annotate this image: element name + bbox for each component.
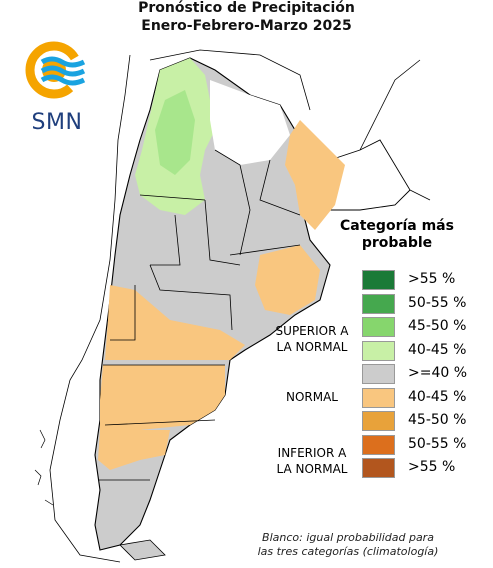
legend-title: Categoría más probable bbox=[332, 218, 462, 252]
superior-label-line-2: LA NORMAL bbox=[276, 340, 348, 354]
legend-swatch-label: >55 % bbox=[408, 271, 456, 287]
legend-swatch bbox=[362, 411, 395, 431]
inferior-label-line-2: LA NORMAL bbox=[276, 462, 348, 476]
pacific-islands bbox=[34, 429, 54, 506]
legend-swatch-label: 45-50 % bbox=[408, 412, 467, 428]
chile-coastline bbox=[49, 54, 131, 563]
smn-logo-icon bbox=[25, 41, 86, 99]
brazil-coast bbox=[359, 59, 431, 201]
inferior-label-line-1: INFERIOR A bbox=[277, 446, 347, 460]
note-line-2: las tres categorías (climatología) bbox=[257, 545, 439, 558]
legend-title-line-1: Categoría más bbox=[340, 218, 454, 234]
legend-swatch bbox=[362, 434, 395, 455]
legend-swatch-label: 40-45 % bbox=[408, 341, 467, 358]
bolivia-border bbox=[149, 49, 311, 111]
central-orange-region bbox=[105, 285, 245, 360]
legend-note: Blanco: igual probabilidad para las tres… bbox=[248, 531, 448, 559]
legend-swatch bbox=[362, 317, 395, 337]
tierra-del-fuego bbox=[119, 539, 166, 561]
legend-swatch bbox=[362, 364, 395, 384]
nw-green-core bbox=[155, 90, 195, 175]
legend-swatch-label: 50-55 % bbox=[408, 435, 467, 452]
legend-swatch-label: 50-55 % bbox=[408, 294, 467, 311]
ne-white-region bbox=[210, 80, 290, 165]
legend-group-normal: NORMAL bbox=[285, 390, 338, 404]
south-orange-region bbox=[98, 430, 170, 470]
legend-swatch bbox=[362, 458, 395, 478]
legend-title-line-2: probable bbox=[361, 235, 433, 251]
buenos-aires-orange-region bbox=[255, 245, 320, 315]
legend-swatch bbox=[362, 340, 395, 361]
legend-swatch-label: 40-45 % bbox=[408, 388, 467, 405]
legend-group-superior: SUPERIOR A LA NORMAL bbox=[262, 323, 362, 355]
province-borders bbox=[98, 149, 301, 481]
map-title-line-2: Enero-Febrero-Marzo 2025 bbox=[141, 18, 352, 34]
superior-label-line-1: SUPERIOR A bbox=[275, 324, 349, 338]
legend-swatch bbox=[362, 270, 395, 290]
legend-swatch bbox=[362, 293, 395, 314]
smn-logo-text: SMN bbox=[31, 110, 83, 135]
legend-swatch-label: >55 % bbox=[408, 459, 456, 475]
legend-group-inferior: INFERIOR A LA NORMAL bbox=[262, 445, 362, 477]
note-line-1: Blanco: igual probabilidad para bbox=[262, 531, 434, 544]
patagonia-orange-region bbox=[100, 365, 225, 430]
ne-orange-region bbox=[285, 120, 345, 230]
legend-swatch-label: >=40 % bbox=[408, 365, 468, 381]
legend-swatch bbox=[362, 387, 395, 408]
legend-swatch-label: 45-50 % bbox=[408, 318, 467, 334]
map-title-line-1: Pronóstico de Precipitación bbox=[138, 0, 355, 16]
